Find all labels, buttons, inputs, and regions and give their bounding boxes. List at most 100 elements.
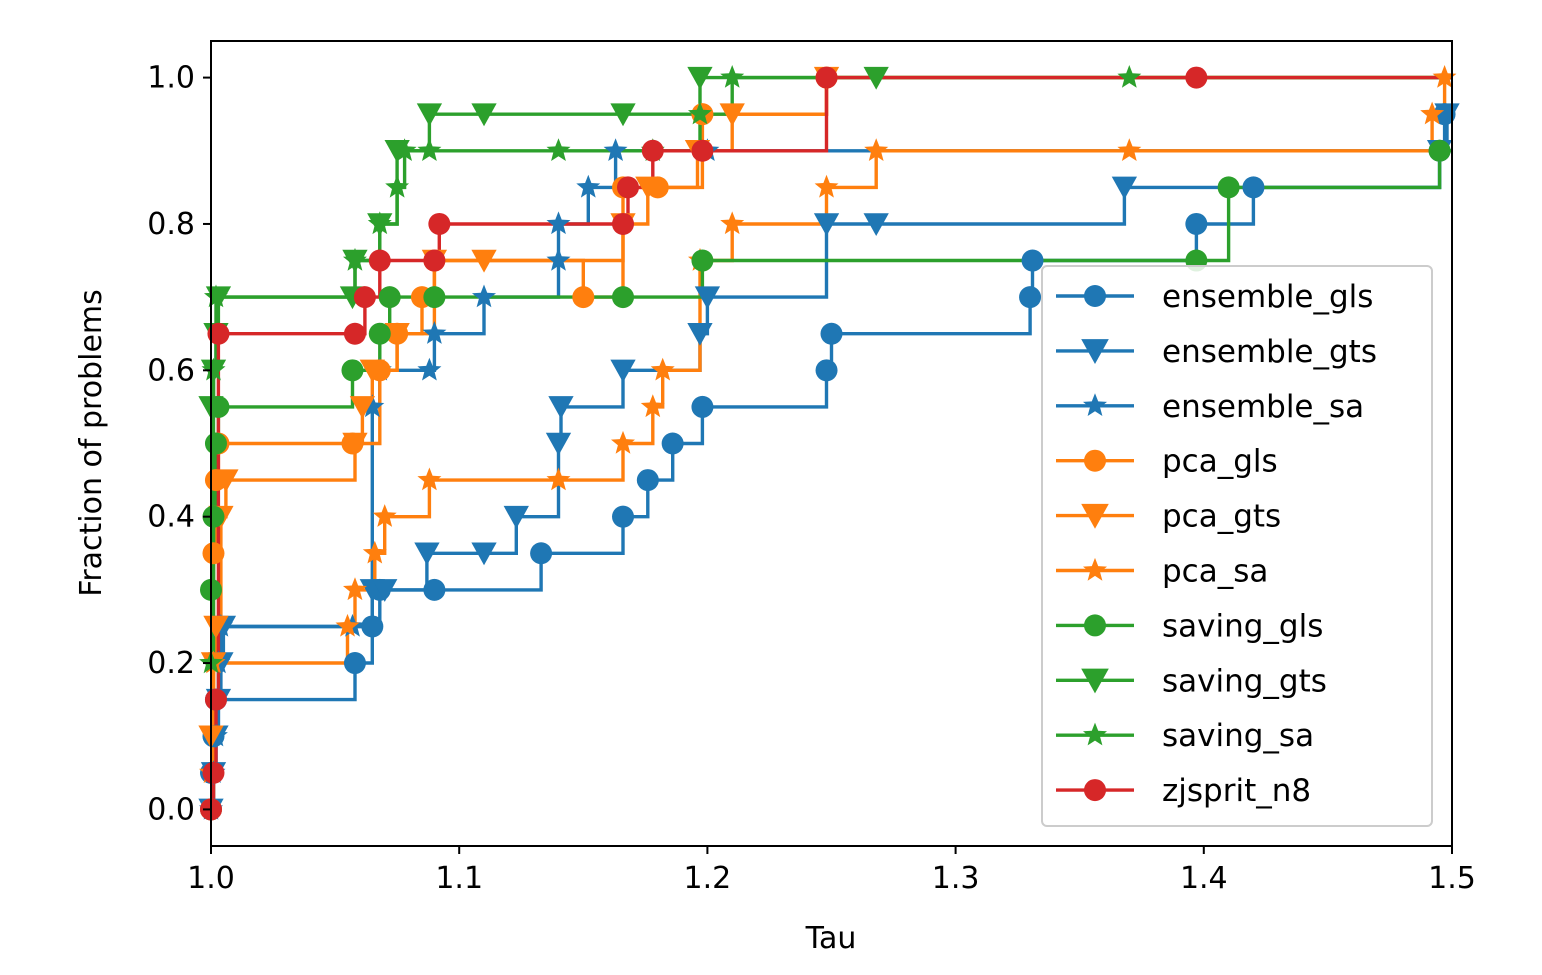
legend-marker-ensemble_gls <box>1084 285 1106 307</box>
legend-item-ensemble_gts: ensemble_gts <box>1056 334 1377 370</box>
legend-label: saving_gls <box>1162 608 1323 644</box>
data-point-saving_gts <box>610 103 636 127</box>
data-point-ensemble_gts <box>414 542 440 566</box>
x-tick-label: 1.3 <box>932 861 980 896</box>
data-point-ensemble_gts <box>610 359 636 383</box>
data-point-saving_sa <box>367 211 392 235</box>
legend-item-saving_gts: saving_gts <box>1056 663 1327 699</box>
data-point-pca_sa <box>1432 65 1457 88</box>
x-tick-label: 1.2 <box>684 861 732 896</box>
data-point-pca_sa <box>720 211 745 235</box>
data-point-pca_sa <box>343 577 367 601</box>
data-point-saving_sa <box>204 284 228 308</box>
legend-marker-ensemble_sa <box>1083 393 1107 416</box>
data-point-saving_gls <box>612 286 635 309</box>
data-point-ensemble_gts <box>687 322 713 346</box>
data-point-saving_sa <box>385 174 410 198</box>
data-point-ensemble_gts <box>503 505 529 529</box>
data-point-saving_sa <box>720 65 745 88</box>
legend-label: zjsprit_n8 <box>1162 773 1311 809</box>
legend-item-saving_sa: saving_sa <box>1056 718 1314 754</box>
data-point-ensemble_gts <box>372 579 398 602</box>
series-line-ensemble_gls <box>211 112 1452 810</box>
data-point-zjsprit_n8 <box>368 249 391 272</box>
data-point-ensemble_gts <box>471 542 497 566</box>
legend-box <box>1041 265 1433 827</box>
data-point-zjsprit_n8 <box>423 249 446 272</box>
data-point-zjsprit_n8 <box>202 761 225 784</box>
data-point-saving_gts <box>687 66 713 90</box>
y-tick-label: 0.0 <box>147 792 195 827</box>
legend-label: saving_sa <box>1162 718 1314 754</box>
x-tick-label: 1.5 <box>1428 861 1476 896</box>
data-point-zjsprit_n8 <box>204 688 227 711</box>
data-point-pca_sa <box>864 138 889 161</box>
data-point-ensemble_gts <box>813 213 840 236</box>
data-point-ensemble_sa <box>603 138 628 161</box>
legend-item-pca_gts: pca_gts <box>1056 499 1281 535</box>
legend-item-pca_gls: pca_gls <box>1056 444 1278 480</box>
data-point-ensemble_sa <box>546 211 571 235</box>
data-point-saving_sa <box>546 138 571 161</box>
legend-item-ensemble_sa: ensemble_sa <box>1056 389 1364 425</box>
data-point-zjsprit_n8 <box>353 286 376 309</box>
data-point-saving_gls <box>204 432 227 455</box>
x-axis-title: Tau <box>805 921 857 956</box>
legend-label: ensemble_sa <box>1162 389 1364 425</box>
data-point-ensemble_sa <box>576 174 601 198</box>
data-point-ensemble_gls <box>1185 212 1208 235</box>
data-point-pca_sa <box>335 613 360 637</box>
data-point-zjsprit_n8 <box>207 322 230 345</box>
data-point-ensemble_sa <box>546 247 571 271</box>
data-point-ensemble_gts <box>1434 103 1460 127</box>
legend-marker-pca_sa <box>1083 557 1107 581</box>
legend-marker-ensemble_gts <box>1081 339 1109 365</box>
data-point-saving_gls <box>691 249 714 272</box>
data-point-ensemble_gts <box>545 432 572 456</box>
data-point-pca_gts <box>342 432 368 456</box>
legend-label: pca_gts <box>1162 499 1281 535</box>
legend-marker-pca_gts <box>1081 503 1109 529</box>
data-point-ensemble_gls <box>661 432 684 455</box>
data-point-ensemble_gls <box>361 615 384 638</box>
y-tick-label: 0.2 <box>147 646 195 681</box>
legend-label: pca_sa <box>1162 554 1268 590</box>
data-point-zjsprit_n8 <box>343 322 366 345</box>
data-point-ensemble_gls <box>691 395 714 418</box>
data-point-saving_sa <box>417 138 442 161</box>
data-point-saving_sa <box>343 247 367 271</box>
data-point-ensemble_gts <box>1111 176 1138 200</box>
data-point-saving_gls <box>368 322 391 345</box>
data-point-ensemble_gls <box>343 652 366 675</box>
y-axis-title: Fraction of problems <box>74 289 109 597</box>
y-tick-label: 1.0 <box>147 61 195 96</box>
data-point-saving_sa <box>392 138 417 161</box>
legend-marker-saving_sa <box>1083 722 1107 746</box>
y-tick-label: 0.6 <box>147 353 195 388</box>
data-point-pca_sa <box>417 467 442 491</box>
data-point-saving_gls <box>1428 139 1451 162</box>
data-point-zjsprit_n8 <box>641 139 664 162</box>
legend-label: saving_gts <box>1162 663 1327 699</box>
data-point-pca_sa <box>362 540 387 564</box>
data-point-pca_sa <box>372 504 397 527</box>
data-point-zjsprit_n8 <box>616 176 639 199</box>
data-point-ensemble_gls <box>1021 249 1044 272</box>
data-point-ensemble_gls <box>820 322 843 345</box>
data-point-pca_gts <box>349 396 376 419</box>
x-tick-label: 1.0 <box>187 861 235 896</box>
legend-marker-zjsprit_n8 <box>1084 779 1106 802</box>
data-point-saving_gls <box>341 359 364 382</box>
legend-item-pca_sa: pca_sa <box>1056 554 1268 590</box>
data-point-pca_gts <box>384 322 410 346</box>
data-point-saving_sa <box>1117 65 1142 88</box>
legend-item-ensemble_gls: ensemble_gls <box>1056 279 1373 315</box>
data-point-ensemble_gls <box>530 542 553 565</box>
legend-label: ensemble_gts <box>1162 334 1377 370</box>
y-tick-label: 0.8 <box>147 207 195 242</box>
legend-marker-saving_gts <box>1081 668 1109 694</box>
data-point-ensemble_gls <box>636 469 659 492</box>
data-point-ensemble_gls <box>815 359 838 382</box>
data-point-pca_gts <box>213 469 239 493</box>
